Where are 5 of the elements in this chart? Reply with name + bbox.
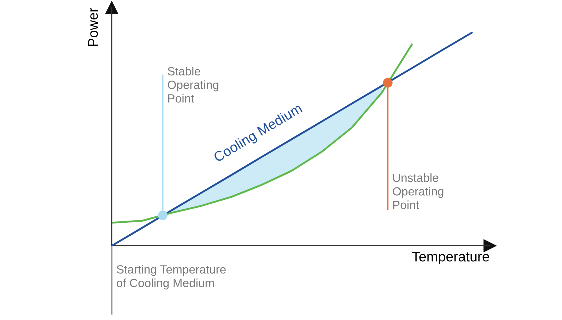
annotation: Stable Operating Point [168, 67, 219, 103]
annotation: Unstable Operating Point [393, 174, 444, 210]
text: Starting Temperature of Cooling Medium [116, 265, 226, 290]
x-axis-title: Temperature [412, 252, 490, 265]
y-axis-title: Power [88, 8, 98, 46]
